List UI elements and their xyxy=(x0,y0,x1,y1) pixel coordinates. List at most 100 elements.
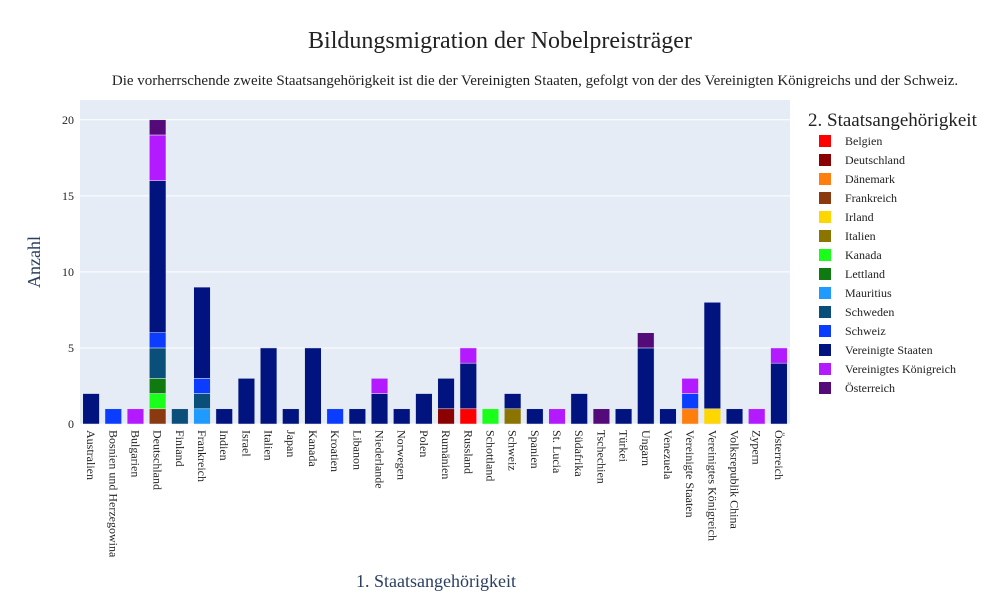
x-tick-label: Indien xyxy=(217,430,231,461)
legend-item[interactable]: Belgien xyxy=(819,134,882,148)
legend-item[interactable]: Vereinigte Staaten xyxy=(819,343,933,357)
legend-swatch xyxy=(819,154,831,166)
legend-item[interactable]: Deutschland xyxy=(819,153,905,167)
legend-swatch xyxy=(819,173,831,185)
legend-item[interactable]: Lettland xyxy=(819,267,885,281)
bar-segment xyxy=(570,393,588,425)
y-tick-label: 15 xyxy=(62,189,74,203)
bar-segment xyxy=(193,393,211,410)
legend-swatch xyxy=(819,344,831,356)
bar-segment xyxy=(149,347,167,379)
bar-segment xyxy=(149,408,167,425)
x-tick-label: St. Lucia xyxy=(550,430,564,474)
bar-segment xyxy=(437,408,455,425)
x-tick-label: Türkei xyxy=(617,430,631,463)
x-tick-label: Spanien xyxy=(528,430,542,469)
legend-swatch xyxy=(819,363,831,375)
bar-segment xyxy=(637,347,655,425)
legend-swatch xyxy=(819,249,831,261)
legend-item[interactable]: Dänemark xyxy=(819,172,895,186)
bar-segment xyxy=(149,393,167,410)
y-axis: 0 5 10 15 20 xyxy=(62,113,74,431)
x-tick-label: Venezuela xyxy=(661,430,675,480)
x-tick-label: Vereinigtes Königreich xyxy=(705,430,719,541)
legend: Belgien Deutschland Dänemark Frankreich Irla… xyxy=(819,134,956,395)
legend-label: Schweiz xyxy=(845,324,886,338)
legend-swatch xyxy=(819,211,831,223)
legend-label: Schweden xyxy=(845,305,894,319)
bar-segment xyxy=(748,408,766,425)
legend-item[interactable]: Kanada xyxy=(819,248,882,262)
legend-label: Frankreich xyxy=(845,191,897,205)
bar-segment xyxy=(615,408,633,425)
bar-segment xyxy=(282,408,300,425)
bar-segment xyxy=(370,378,389,394)
legend-item[interactable]: Irland xyxy=(819,210,874,224)
legend-label: Deutschland xyxy=(845,153,905,167)
x-tick-label: Israel xyxy=(239,430,253,457)
bar-segment xyxy=(681,378,699,394)
legend-label: Belgien xyxy=(845,134,882,148)
bar-segment xyxy=(459,362,477,410)
bar-segment xyxy=(82,393,100,425)
legend-item[interactable]: Österreich xyxy=(819,381,895,395)
x-tick-label: Südafrika xyxy=(572,430,586,477)
legend-item[interactable]: Schweiz xyxy=(819,324,886,338)
bar-segment xyxy=(193,408,211,425)
x-tick-label: Bosnien und Herzegowina xyxy=(106,430,120,558)
x-tick-label: Rumänien xyxy=(439,430,453,479)
legend-label: Mauritius xyxy=(845,286,892,300)
bar-segment xyxy=(415,393,433,425)
bar-segment xyxy=(725,408,744,425)
bar-segment xyxy=(260,347,278,425)
bar-segment xyxy=(681,393,699,410)
x-tick-label: Ungarn xyxy=(639,430,653,466)
bar-segment xyxy=(393,408,411,425)
legend-swatch xyxy=(819,306,831,318)
y-tick-label: 10 xyxy=(62,265,74,279)
bar-segment xyxy=(149,134,167,181)
legend-item[interactable]: Frankreich xyxy=(819,191,897,205)
bar-segment xyxy=(149,332,167,349)
x-tick-label: Bulgarien xyxy=(128,430,142,477)
bar-segment xyxy=(592,408,610,425)
legend-label: Lettland xyxy=(845,267,885,281)
legend-item[interactable]: Italien xyxy=(819,229,876,243)
bar-segment xyxy=(237,378,255,425)
legend-label: Österreich xyxy=(845,381,895,395)
x-tick-label: Zypern xyxy=(750,430,764,465)
x-tick-label: Japan xyxy=(284,430,298,457)
bar-segment xyxy=(437,378,455,410)
y-tick-label: 20 xyxy=(62,113,74,127)
x-tick-label: Frankreich xyxy=(195,430,209,482)
legend-swatch xyxy=(819,192,831,204)
x-tick-label: Norwegen xyxy=(395,430,409,480)
bar-segment xyxy=(526,408,544,425)
x-tick-label: Russland xyxy=(461,430,475,474)
x-tick-label: Libanon xyxy=(350,430,364,470)
bar-segment xyxy=(770,362,788,425)
x-tick-label: Volksrepublik China xyxy=(728,430,742,529)
legend-swatch xyxy=(819,135,831,147)
x-tick-label: Schweiz xyxy=(506,430,520,471)
x-tick-label: Australien xyxy=(84,430,98,480)
legend-item[interactable]: Schweden xyxy=(819,305,894,319)
bar-segment xyxy=(703,302,721,410)
bar-segment xyxy=(149,378,167,394)
bar-segment xyxy=(481,408,500,425)
legend-item[interactable]: Mauritius xyxy=(819,286,892,300)
y-axis-title: Anzahl xyxy=(24,236,44,288)
legend-swatch xyxy=(819,268,831,280)
bar-segment xyxy=(637,332,655,349)
x-axis-title: 1. Staatsangehörigkeit xyxy=(356,571,516,591)
legend-item[interactable]: Vereinigtes Königreich xyxy=(819,362,956,376)
x-tick-label: Österreich xyxy=(772,430,786,480)
bar-segment xyxy=(171,408,189,425)
bar-segment xyxy=(149,180,167,333)
bar-segment xyxy=(348,408,366,425)
bar-segment xyxy=(504,393,522,410)
bar-segment xyxy=(459,347,477,364)
legend-swatch xyxy=(819,230,831,242)
bars xyxy=(82,119,788,425)
